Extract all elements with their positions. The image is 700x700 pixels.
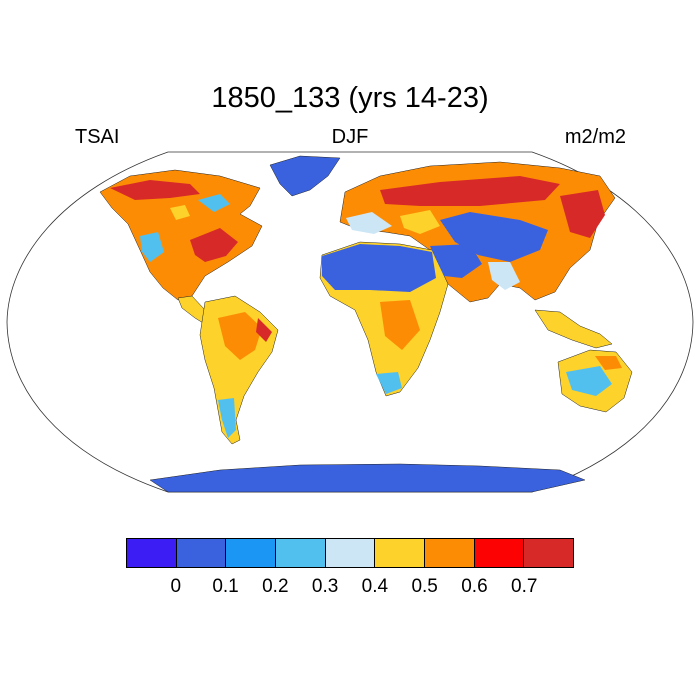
colorbar-tick-label: 0.3 — [312, 576, 338, 598]
colorbar-tick-label: 0.4 — [362, 576, 388, 598]
colorbar-tick-label: 0.1 — [212, 576, 238, 598]
colorbar-swatch — [375, 539, 425, 567]
colorbar-tick-label: 0 — [170, 576, 181, 598]
colorbar-swatch — [276, 539, 326, 567]
colorbar-tick-label: 0.6 — [461, 576, 487, 598]
colorbar-swatch — [127, 539, 177, 567]
colorbar-tick-label: 0.7 — [511, 576, 537, 598]
colorbar-tick-label: 0.2 — [262, 576, 288, 598]
colorbar-swatch — [475, 539, 525, 567]
colorbar — [126, 538, 574, 568]
colorbar-swatch — [326, 539, 376, 567]
colorbar-swatch — [425, 539, 475, 567]
colorbar-swatch — [226, 539, 276, 567]
colorbar-swatch — [177, 539, 227, 567]
colorbar-swatch — [524, 539, 573, 567]
colorbar-tick-label: 0.5 — [411, 576, 437, 598]
